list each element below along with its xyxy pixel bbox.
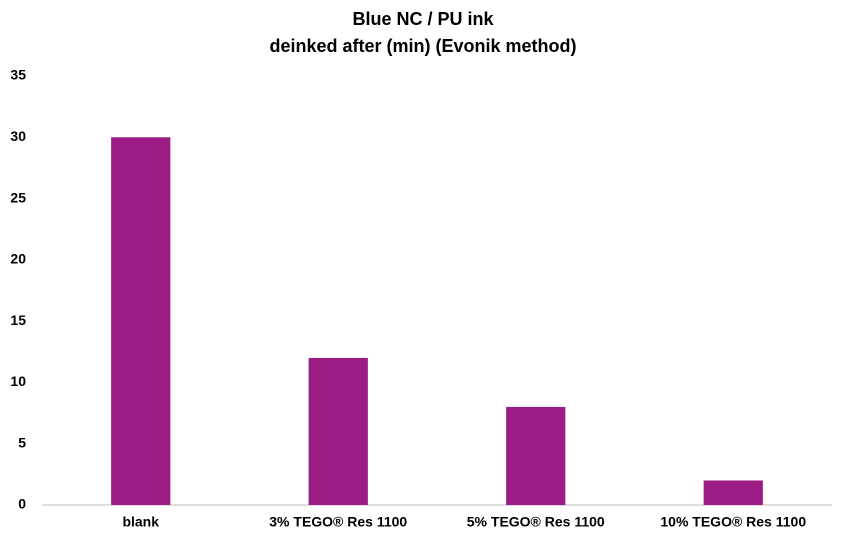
- y-tick-label: 30: [10, 128, 26, 144]
- chart-subtitle: deinked after (min) (Evonik method): [269, 36, 576, 56]
- y-tick-label: 0: [18, 496, 26, 512]
- chart-title: Blue NC / PU ink: [352, 9, 494, 29]
- x-tick-label: blank: [122, 514, 159, 530]
- bar: [111, 137, 171, 506]
- bar: [703, 480, 763, 505]
- y-tick-label: 20: [10, 251, 26, 267]
- x-tick-label: 5% TEGO® Res 1100: [467, 514, 605, 530]
- bar: [506, 406, 566, 505]
- y-tick-label: 25: [10, 189, 26, 205]
- bar: [308, 357, 368, 505]
- x-tick-label: 10% TEGO® Res 1100: [660, 514, 806, 530]
- y-tick-label: 15: [10, 312, 26, 328]
- y-tick-label: 35: [10, 67, 26, 83]
- x-tick-label: 3% TEGO® Res 1100: [269, 514, 407, 530]
- y-tick-label: 10: [10, 373, 26, 389]
- y-tick-label: 5: [18, 434, 26, 450]
